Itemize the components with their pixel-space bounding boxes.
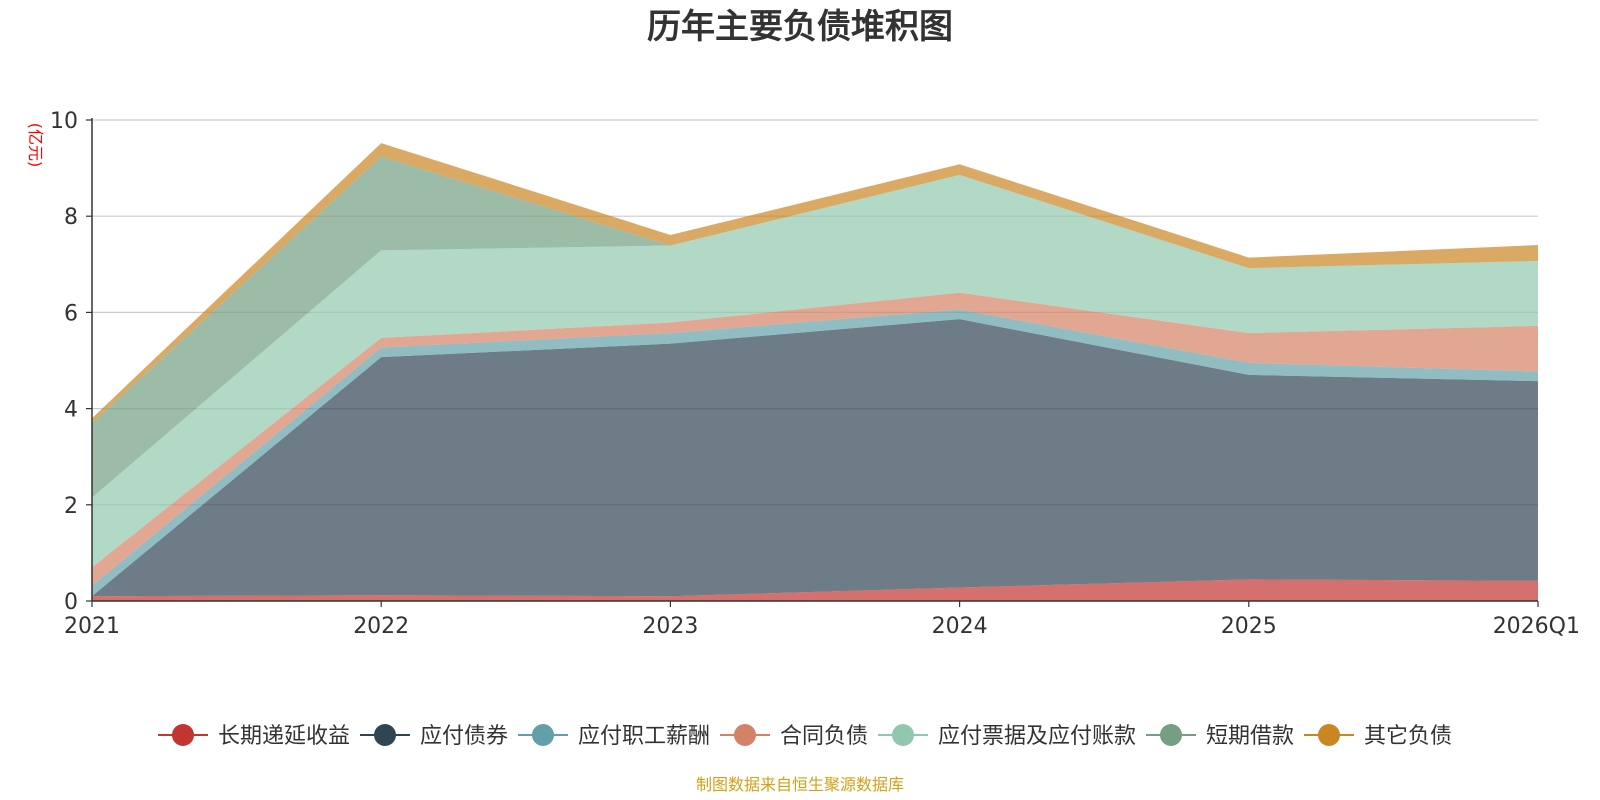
legend-label: 应付债券 [420,724,508,749]
source-note: 制图数据来自恒生聚源数据库 [696,775,904,794]
x-tick-label: 2022 [353,614,409,639]
legend: 长期递延收益 应付债券 应付职工薪酬 合同负债 应付票据及应付账款 短期借款 其它负债 [158,724,1452,749]
area-series-0 [92,579,1538,601]
legend-label: 其它负债 [1364,724,1452,749]
x-tick-label: 2023 [642,614,698,639]
legend-marker [172,724,194,746]
x-tick-label: 2026Q1 [1493,614,1580,639]
legend-marker [1318,724,1340,746]
legend-label: 长期递延收益 [218,724,350,749]
legend-item-3[interactable]: 合同负债 [720,724,868,749]
legend-marker [532,724,554,746]
area-series-5 [92,156,1538,498]
axes: 0 2 4 6 8 10 2021 2022 2023 2024 2025 2026Q1 [50,109,1580,639]
y-tick-label: 0 [64,590,78,615]
legend-label: 应付职工薪酬 [578,724,710,749]
x-tick-label: 2021 [64,614,120,639]
legend-item-0[interactable]: 长期递延收益 [158,724,350,749]
x-tick-label: 2024 [932,614,988,639]
legend-label: 短期借款 [1206,724,1294,749]
x-tick-label: 2025 [1221,614,1277,639]
legend-marker [1160,724,1182,746]
y-axis-unit-label: (亿元) [26,123,45,168]
area-series-1 [92,319,1538,597]
y-tick-label: 4 [64,398,78,423]
y-tick-label: 8 [64,205,78,230]
legend-item-5[interactable]: 短期借款 [1146,724,1294,749]
legend-label: 应付票据及应付账款 [938,724,1136,749]
y-tick-label: 6 [64,301,78,326]
area-series-group [92,143,1538,601]
legend-marker [374,724,396,746]
legend-item-4[interactable]: 应付票据及应付账款 [878,724,1136,749]
legend-label: 合同负债 [780,724,868,749]
legend-item-1[interactable]: 应付债券 [360,724,508,749]
legend-marker [734,724,756,746]
legend-item-2[interactable]: 应付职工薪酬 [518,724,710,749]
chart-title: 历年主要负债堆积图 [647,7,953,47]
legend-marker [892,724,914,746]
y-tick-label: 2 [64,494,78,519]
area-series-4 [92,174,1538,568]
legend-item-6[interactable]: 其它负债 [1304,724,1452,749]
y-tick-label: 10 [50,109,78,134]
